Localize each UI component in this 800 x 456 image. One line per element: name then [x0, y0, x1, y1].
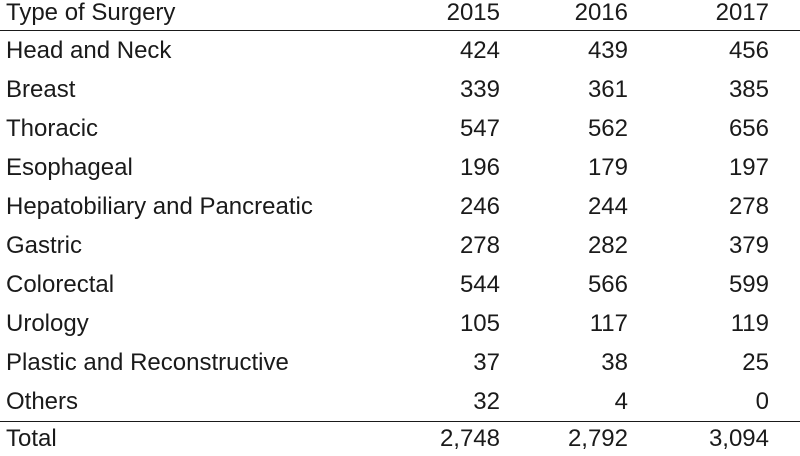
cell-2017: 25 [742, 349, 769, 376]
table-row: Head and Neck 424 439 456 [0, 31, 800, 71]
cell-2017: 119 [730, 310, 769, 337]
row-label: Colorectal [6, 271, 115, 298]
cell-2017: 456 [728, 37, 769, 64]
cell-2015: 246 [459, 193, 500, 220]
cell-2017: 0 [755, 388, 769, 415]
row-label: Hepatobiliary and Pancreatic [6, 193, 313, 220]
table-footer: Total 2,748 2,792 3,094 [0, 421, 800, 456]
cell-2015: 278 [459, 232, 500, 259]
header-row: Type of Surgery 2015 2016 2017 [0, 0, 800, 31]
table-row: Others 32 4 0 [0, 382, 800, 422]
total-row: Total 2,748 2,792 3,094 [0, 421, 800, 456]
cell-2016: 179 [587, 154, 628, 181]
header-year-2016: 2016 [528, 0, 656, 31]
cell-2015: 547 [459, 115, 500, 142]
row-label: Thoracic [6, 115, 99, 142]
row-label: Head and Neck [6, 37, 172, 64]
row-label: Esophageal [6, 154, 133, 181]
cell-2015: 37 [473, 349, 500, 376]
table-row: Esophageal 196 179 197 [0, 148, 800, 187]
table-row: Plastic and Reconstructive 37 38 25 [0, 343, 800, 382]
cell-2015: 424 [459, 37, 500, 64]
table-row: Urology 105 117 119 [0, 304, 800, 343]
cell-2016: 439 [587, 37, 628, 64]
table-body: Head and Neck 424 439 456 Breast 339 361… [0, 31, 800, 422]
cell-2015: 105 [459, 310, 500, 337]
cell-2017: 278 [728, 193, 769, 220]
cell-2017: 599 [728, 271, 769, 298]
row-label: Urology [6, 310, 89, 337]
cell-2016: 566 [587, 271, 628, 298]
cell-2015: 339 [459, 76, 500, 103]
total-2015: 2,748 [400, 421, 528, 456]
cell-2015: 196 [459, 154, 500, 181]
table-row: Colorectal 544 566 599 [0, 265, 800, 304]
cell-2016: 4 [614, 388, 628, 415]
table-row: Hepatobiliary and Pancreatic 246 244 278 [0, 187, 800, 226]
header-year-2017: 2017 [656, 0, 800, 31]
total-2017: 3,094 [656, 421, 800, 456]
table-row: Thoracic 547 562 656 [0, 109, 800, 148]
row-label: Others [6, 388, 79, 415]
row-label: Plastic and Reconstructive [6, 349, 289, 376]
cell-2015: 544 [459, 271, 500, 298]
header-year-2015: 2015 [400, 0, 528, 31]
cell-2016: 244 [587, 193, 628, 220]
table-row: Breast 339 361 385 [0, 70, 800, 109]
row-label: Breast [6, 76, 76, 103]
cell-2017: 197 [728, 154, 769, 181]
cell-2017: 385 [728, 76, 769, 103]
total-2016: 2,792 [528, 421, 656, 456]
table-row: Gastric 278 282 379 [0, 226, 800, 265]
cell-2015: 32 [473, 388, 500, 415]
cell-2016: 562 [587, 115, 628, 142]
cell-2016: 361 [587, 76, 628, 103]
cell-2016: 282 [587, 232, 628, 259]
total-label: Total [0, 421, 400, 456]
cell-2016: 117 [589, 310, 628, 337]
header-type-of-surgery: Type of Surgery [0, 0, 400, 31]
cell-2017: 379 [728, 232, 769, 259]
cell-2017: 656 [728, 115, 769, 142]
row-label: Gastric [6, 232, 83, 259]
table-header: Type of Surgery 2015 2016 2017 [0, 0, 800, 31]
cell-2016: 38 [601, 349, 628, 376]
